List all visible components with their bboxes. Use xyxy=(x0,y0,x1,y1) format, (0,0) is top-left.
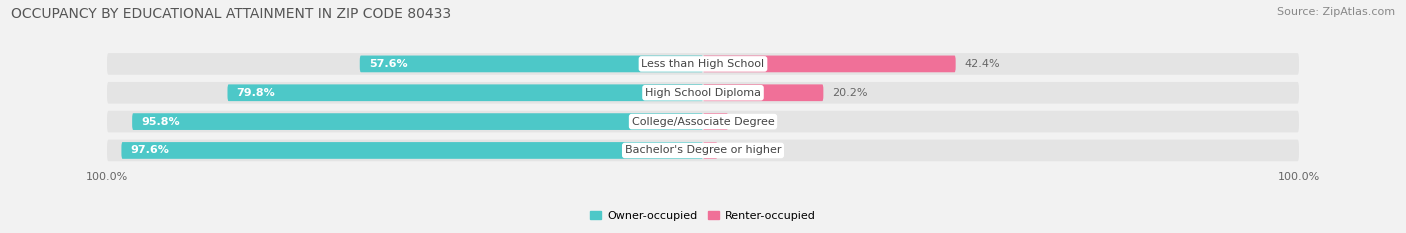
FancyBboxPatch shape xyxy=(121,142,703,159)
Text: Bachelor's Degree or higher: Bachelor's Degree or higher xyxy=(624,145,782,155)
FancyBboxPatch shape xyxy=(228,84,703,101)
Text: Less than High School: Less than High School xyxy=(641,59,765,69)
Text: 57.6%: 57.6% xyxy=(368,59,408,69)
Legend: Owner-occupied, Renter-occupied: Owner-occupied, Renter-occupied xyxy=(586,206,820,225)
FancyBboxPatch shape xyxy=(107,111,1299,132)
Text: High School Diploma: High School Diploma xyxy=(645,88,761,98)
Text: Source: ZipAtlas.com: Source: ZipAtlas.com xyxy=(1277,7,1395,17)
Text: 20.2%: 20.2% xyxy=(832,88,868,98)
FancyBboxPatch shape xyxy=(107,140,1299,161)
Text: 2.4%: 2.4% xyxy=(727,145,755,155)
FancyBboxPatch shape xyxy=(703,113,728,130)
FancyBboxPatch shape xyxy=(132,113,703,130)
FancyBboxPatch shape xyxy=(107,53,1299,75)
Text: 79.8%: 79.8% xyxy=(236,88,276,98)
FancyBboxPatch shape xyxy=(107,82,1299,104)
Text: 95.8%: 95.8% xyxy=(141,116,180,127)
FancyBboxPatch shape xyxy=(703,55,956,72)
Text: College/Associate Degree: College/Associate Degree xyxy=(631,116,775,127)
FancyBboxPatch shape xyxy=(360,55,703,72)
FancyBboxPatch shape xyxy=(703,142,717,159)
Text: 4.2%: 4.2% xyxy=(737,116,765,127)
FancyBboxPatch shape xyxy=(703,84,824,101)
Text: 97.6%: 97.6% xyxy=(131,145,169,155)
Text: 42.4%: 42.4% xyxy=(965,59,1000,69)
Text: OCCUPANCY BY EDUCATIONAL ATTAINMENT IN ZIP CODE 80433: OCCUPANCY BY EDUCATIONAL ATTAINMENT IN Z… xyxy=(11,7,451,21)
